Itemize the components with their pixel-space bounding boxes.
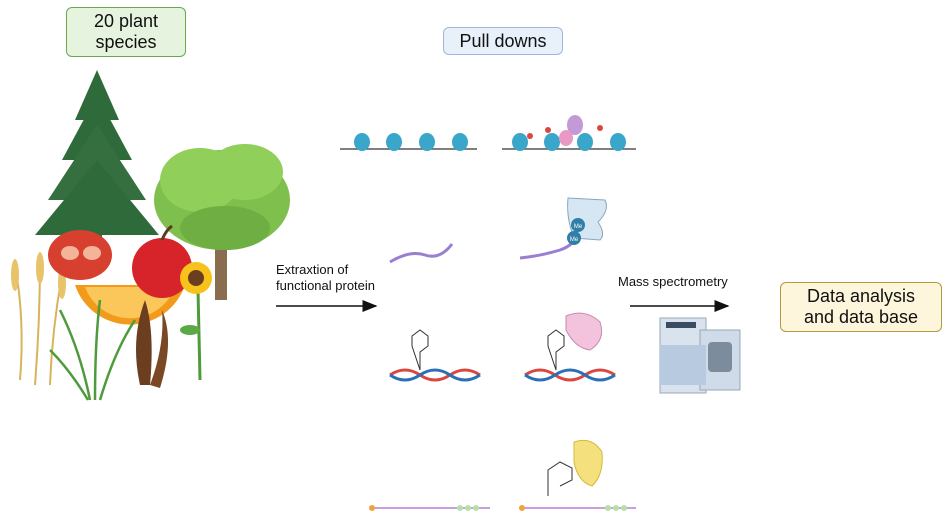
- me-mark-1: Me: [574, 224, 583, 230]
- extraction-line1: Extraxtion of: [276, 262, 349, 277]
- extraction-label: Extraxtion of functional protein: [276, 262, 375, 294]
- deciduous-tree-icon: [154, 144, 290, 300]
- tomato-icon: [48, 230, 112, 280]
- pull-downs-label: Pull downs: [459, 30, 547, 51]
- seaweed-icon: [136, 300, 169, 388]
- dna-modified-base-icon: [389, 329, 481, 382]
- methylated-rna-bound-icon: Me Me: [519, 197, 607, 260]
- grass-icon: [49, 299, 137, 401]
- apple-icon: [132, 224, 192, 298]
- mass-spectrometer-icon: [659, 317, 741, 394]
- rna-sequence-icon: [369, 505, 490, 511]
- dna-protein-bound-icon: [524, 312, 616, 382]
- pull-downs-box: Pull downs: [443, 27, 563, 55]
- me-mark-2: Me: [570, 237, 579, 243]
- species-line1: 20 plant: [93, 11, 159, 31]
- rna-protein-bound-icon: [519, 439, 636, 511]
- species-line2: species: [95, 32, 157, 52]
- mass-spec-label: Mass spectrometry: [618, 274, 728, 289]
- sunflower-icon: [180, 262, 212, 381]
- conifer-tree-icon: [35, 70, 159, 260]
- chromatin-bare-icon: [340, 133, 477, 151]
- extraction-line2: functional protein: [276, 278, 376, 293]
- rna-strand-icon: [389, 243, 454, 264]
- plant-collage-illustration: [11, 70, 290, 401]
- wheat-icon: [11, 252, 66, 386]
- analysis-line2: and data base: [803, 307, 919, 327]
- analysis-line1: Data analysis: [806, 286, 916, 306]
- data-analysis-box: Data analysis and data base: [780, 282, 942, 332]
- chromatin-bound-icon: [502, 115, 636, 151]
- plant-species-box: 20 plant species: [66, 7, 186, 57]
